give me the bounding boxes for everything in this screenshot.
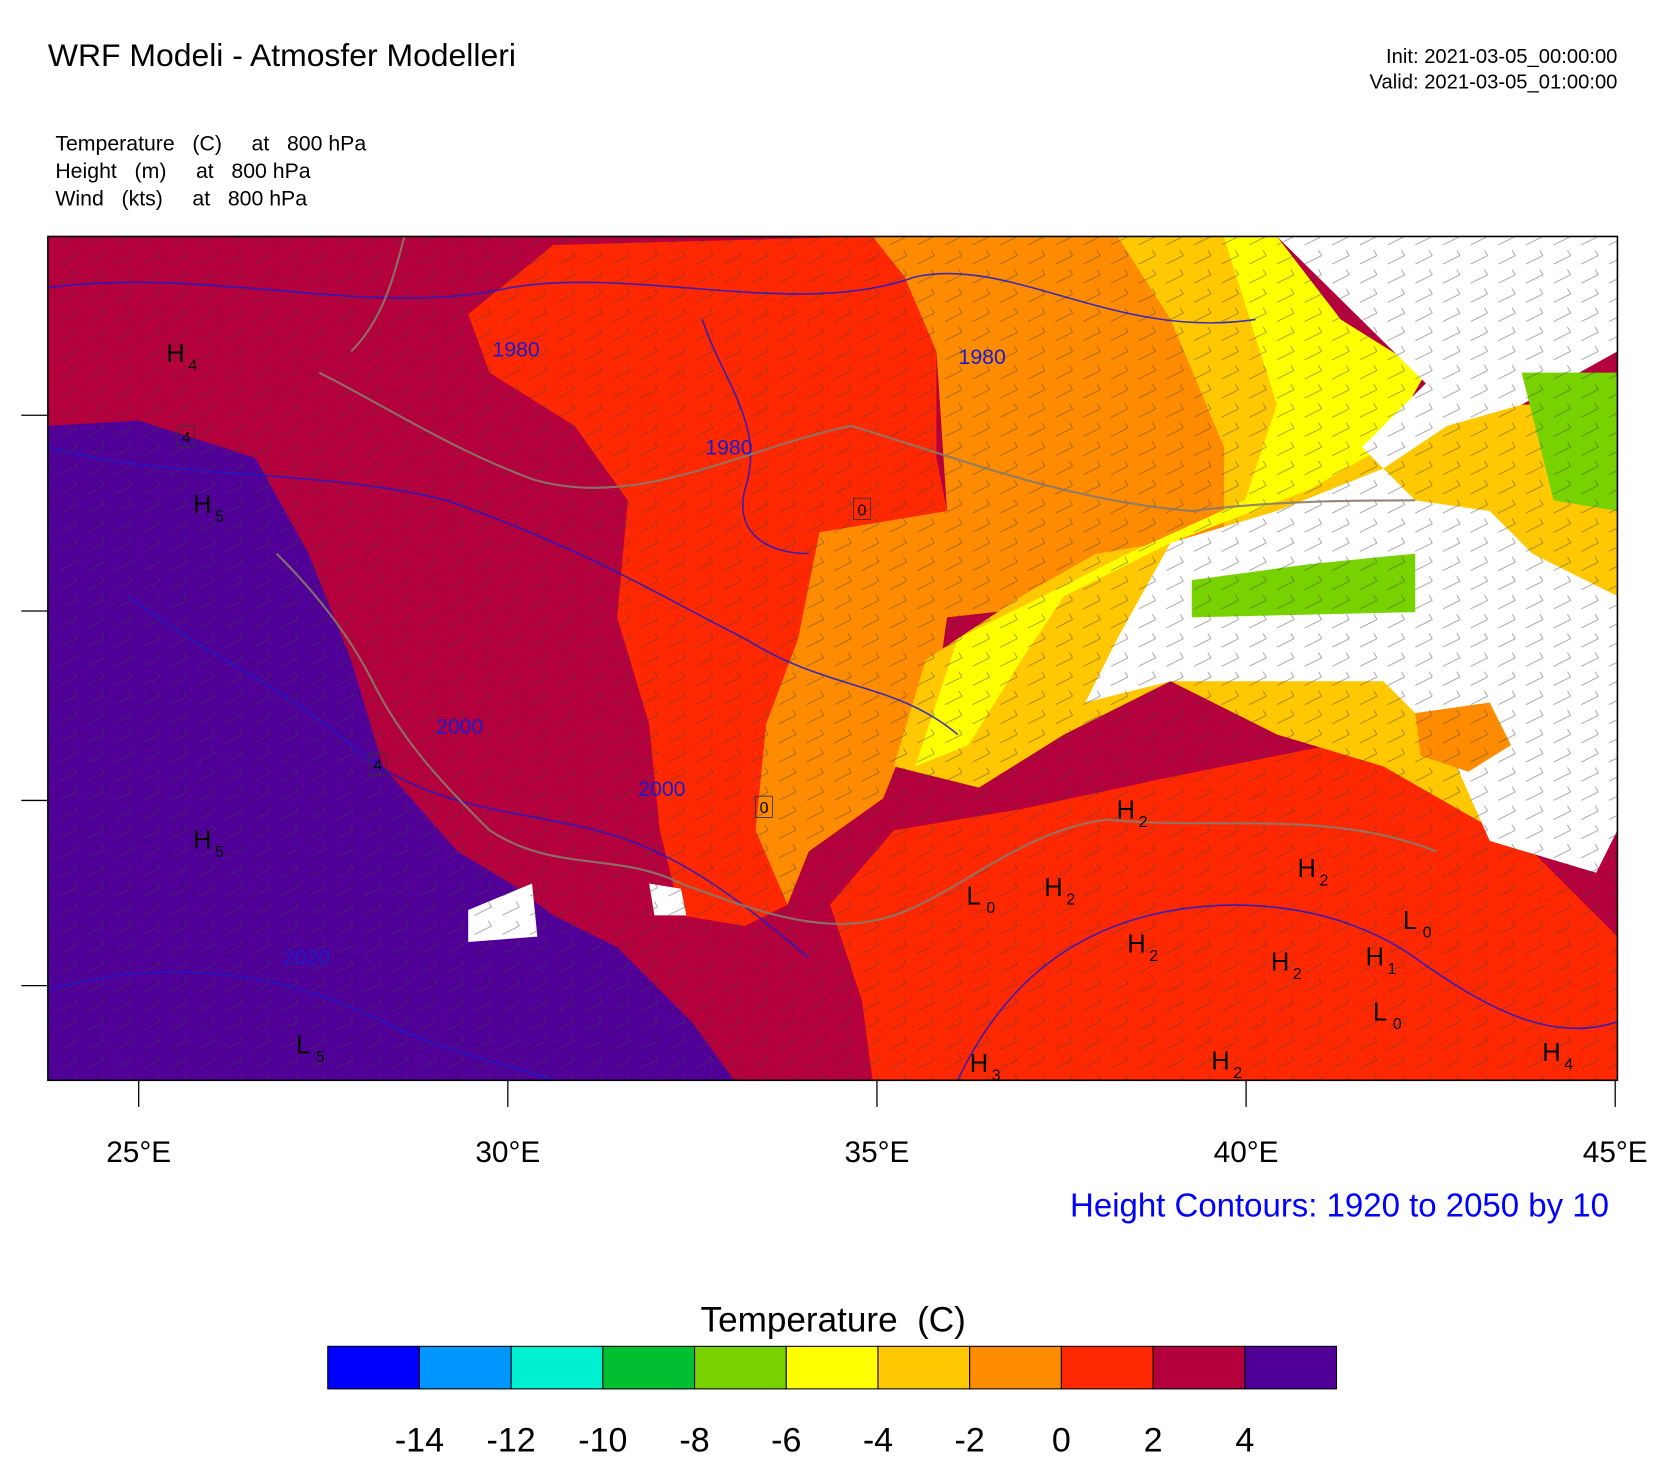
- pressure-center-letter: H: [1297, 855, 1315, 883]
- colorbar-label: -6: [771, 1422, 801, 1460]
- colorbar-label: -14: [395, 1422, 444, 1460]
- pressure-center-letter: L: [1373, 999, 1387, 1027]
- pressure-center-value: 0: [986, 900, 995, 917]
- colorbar-swatch: [327, 1345, 420, 1390]
- pressure-center-letter: L: [296, 1032, 310, 1060]
- title: WRF Modeli - Atmosfer Modelleri: [48, 37, 516, 73]
- box-label-frame: [755, 795, 773, 818]
- colorbar-swatch: [969, 1345, 1062, 1390]
- colorbar-label: -10: [578, 1422, 627, 1460]
- pressure-center-value: 4: [188, 358, 197, 375]
- contour-label: 1980: [959, 345, 1006, 369]
- colorbar-label: -4: [863, 1422, 893, 1460]
- contour-label: 1980: [492, 338, 539, 362]
- contour-label: 2000: [638, 777, 685, 801]
- pressure-center-value: 4: [1564, 1057, 1573, 1074]
- box-label: 4: [373, 758, 382, 775]
- box-label: 4: [182, 430, 191, 447]
- colorbar-swatch: [694, 1345, 787, 1390]
- lon-tick-label: 45°E: [1583, 1136, 1648, 1169]
- lon-tick-label: 35°E: [845, 1136, 910, 1169]
- box-label-frame: [852, 497, 871, 520]
- pressure-center-letter: H: [1044, 874, 1062, 902]
- pressure-center-value: 3: [992, 1067, 1001, 1084]
- pressure-center-letter: H: [193, 491, 211, 519]
- colorbar-swatch: [877, 1345, 971, 1390]
- contour-label: 1980: [705, 436, 752, 460]
- map-frame: [47, 235, 1619, 1082]
- pressure-center-value: 2: [1066, 892, 1075, 909]
- colorbar-swatch: [785, 1345, 879, 1390]
- pressure-center-letter: H: [1542, 1039, 1560, 1067]
- pressure-center-letter: H: [1271, 949, 1289, 977]
- pressure-center-letter: H: [970, 1050, 988, 1078]
- map-area: [47, 236, 1618, 1081]
- colorbar-swatch: [602, 1345, 696, 1390]
- pressure-center-letter: H: [166, 340, 184, 368]
- box-label: 0: [760, 800, 769, 817]
- pressure-center-letter: H: [1366, 943, 1384, 971]
- valid-time: Valid: 2021-03-05_01:00:00: [1370, 72, 1618, 94]
- field-line: Wind (kts) at 800 hPa: [55, 187, 307, 211]
- pressure-center-letter: H: [1117, 797, 1135, 825]
- field-line: Temperature (C) at 800 hPa: [55, 131, 366, 155]
- lon-tick-label: 40°E: [1214, 1136, 1279, 1169]
- pressure-center-value: 2: [1233, 1065, 1242, 1082]
- colorbar-swatch: [1152, 1345, 1246, 1390]
- pressure-center-letter: H: [193, 826, 211, 854]
- colorbar-swatch: [1060, 1345, 1154, 1390]
- pressure-center-value: 0: [1393, 1016, 1402, 1033]
- field-line: Height (m) at 800 hPa: [55, 159, 310, 183]
- contour-label: 2000: [436, 714, 483, 738]
- pressure-center-letter: L: [967, 883, 981, 911]
- pressure-center-value: 2: [1319, 873, 1328, 890]
- lat-ticks: [21, 414, 48, 987]
- colorbar-swatch: [1244, 1345, 1338, 1390]
- lon-tick-label: 25°E: [106, 1136, 171, 1169]
- pressure-center-value: 2: [1139, 814, 1148, 831]
- pressure-center-letter: H: [1127, 931, 1145, 959]
- colorbar-label: 2: [1144, 1422, 1163, 1460]
- pressure-center-value: 0: [1423, 925, 1432, 942]
- colorbar-label: 0: [1052, 1422, 1071, 1460]
- colorbar-label: -12: [487, 1422, 536, 1460]
- colorbar-label: 4: [1235, 1422, 1254, 1460]
- init-time: Init: 2021-03-05_00:00:00: [1386, 46, 1617, 68]
- colorbar-label: -8: [679, 1422, 709, 1460]
- colorbar-swatch: [510, 1345, 604, 1390]
- lon-tick-label: 30°E: [475, 1136, 540, 1169]
- pressure-center-value: 5: [316, 1049, 325, 1066]
- colorbar-label: -2: [955, 1422, 985, 1460]
- pressure-center-letter: H: [1211, 1048, 1229, 1076]
- pressure-center-value: 5: [215, 844, 224, 861]
- pressure-center-letter: L: [1403, 907, 1417, 935]
- contour-label: 2020: [283, 945, 330, 969]
- pressure-center-value: 2: [1149, 948, 1158, 965]
- colorbar-swatch: [418, 1345, 512, 1390]
- contour-note: Height Contours: 1920 to 2050 by 10: [1070, 1187, 1609, 1224]
- pressure-center-value: 1: [1388, 961, 1397, 978]
- pressure-center-value: 2: [1293, 966, 1302, 983]
- colorbar-title: Temperature (C): [701, 1300, 966, 1339]
- box-label-frame: [177, 425, 196, 448]
- box-label-frame: [368, 753, 387, 776]
- box-label: 0: [857, 502, 866, 519]
- pressure-center-value: 5: [215, 509, 224, 526]
